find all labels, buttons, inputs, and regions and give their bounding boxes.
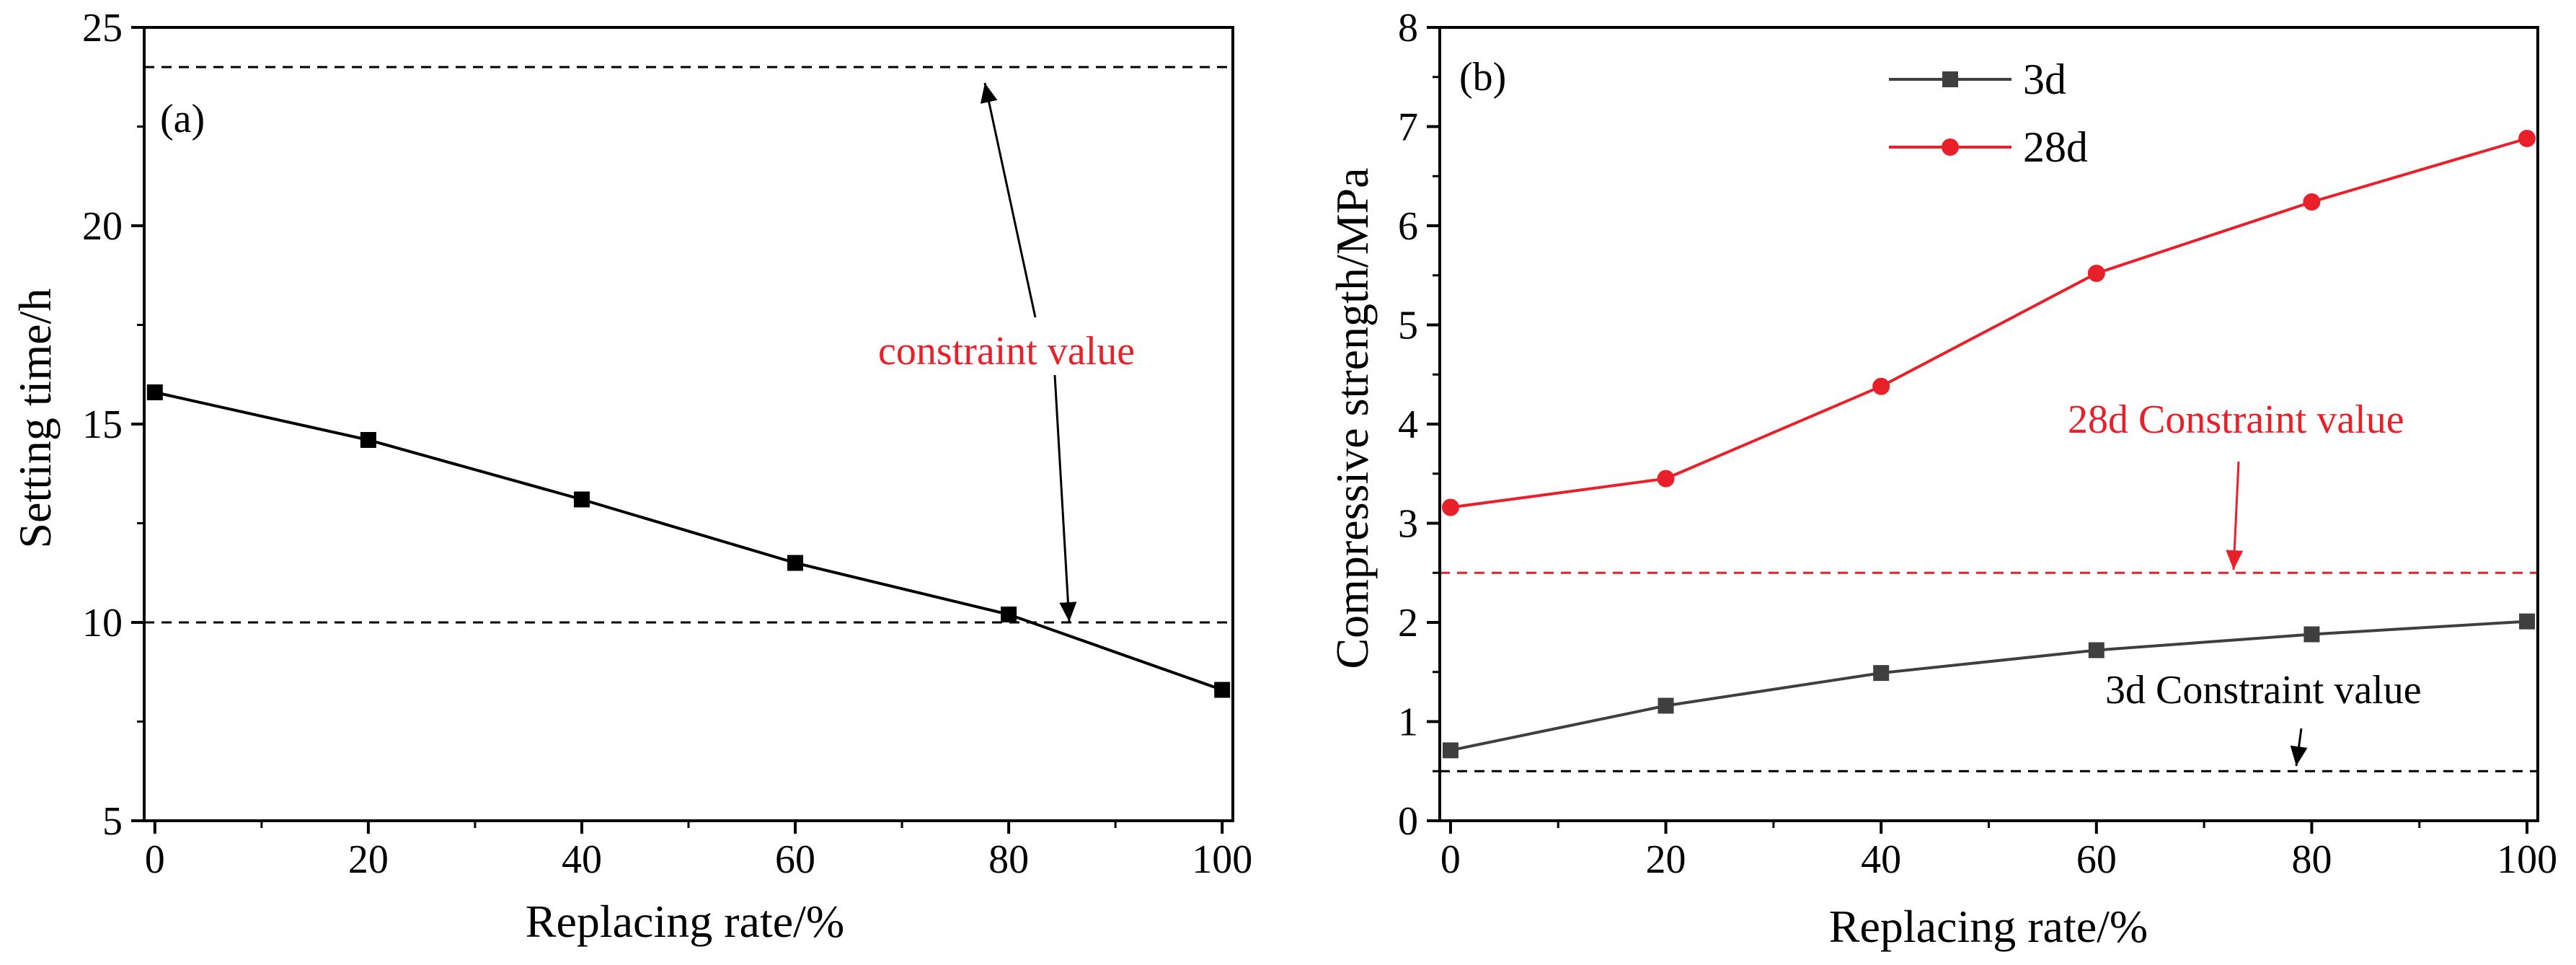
chart-a: 0 20 40 60 80 100 5 10 15 20 25 (a) Replacing rat… — [9, 6, 1252, 947]
data-point-a-0-0 — [146, 384, 163, 400]
y-tick-label-a-15: 15 — [82, 402, 123, 447]
y-tick-label-b-4: 4 — [1398, 402, 1418, 447]
series-line-b-3d — [1450, 620, 2528, 752]
data-point-b-28d-40 — [1872, 377, 1890, 395]
series-line-a-0 — [154, 391, 1223, 692]
legend-label-3d: 3d — [2023, 56, 2066, 103]
chart-b: 0 20 40 60 80 100 0 1 2 3 4 5 6 7 8 (b) Replacing rat… — [1327, 6, 2557, 952]
y-axis-title-a: Setting time/h — [9, 288, 61, 549]
legend-item-28d: 28d — [1889, 123, 2088, 171]
x-axis-title-a: Replacing rate/% — [526, 896, 844, 947]
data-point-b-3d-100 — [2519, 613, 2536, 630]
x-tick-label-b-60: 60 — [2076, 837, 2117, 882]
x-tick-label-a-40: 40 — [562, 837, 602, 882]
y-tick-label-b-3: 3 — [1398, 502, 1418, 547]
y-axis-b: 0 1 2 3 4 5 6 7 8 — [1398, 6, 1440, 844]
data-point-b-28d-0 — [1441, 498, 1459, 516]
data-point-b-3d-60 — [2088, 642, 2104, 658]
legend-marker-3d — [1942, 71, 1958, 87]
x-tick-label-b-40: 40 — [1861, 837, 1901, 882]
annotation-constraint-value: constraint value — [878, 329, 1135, 374]
x-axis-title-b: Replacing rate/% — [1829, 901, 2148, 952]
legend-marker-28d — [1942, 138, 1959, 156]
annotation-arrow-up — [980, 82, 1037, 318]
data-point-a-0-20 — [360, 432, 376, 448]
x-tick-label-b-100: 100 — [2497, 837, 2557, 882]
y-tick-label-a-5: 5 — [102, 799, 123, 844]
y-tick-label-a-10: 10 — [82, 601, 123, 645]
y-tick-label-b-5: 5 — [1398, 304, 1418, 348]
annotation-arrow-3d — [2290, 728, 2308, 767]
data-point-b-3d-20 — [1657, 697, 1674, 714]
legend-label-28d: 28d — [2023, 123, 2088, 171]
data-point-a-0-40 — [573, 491, 590, 508]
x-tick-label-b-20: 20 — [1646, 837, 1686, 882]
panel-label-a: (a) — [160, 97, 205, 141]
data-point-b-28d-60 — [2087, 265, 2105, 282]
legend-item-3d: 3d — [1889, 56, 2066, 103]
y-axis-title-b: Compressive strength/MPa — [1327, 167, 1378, 669]
data-point-a-0-100 — [1214, 682, 1231, 698]
x-tick-label-a-100: 100 — [1192, 837, 1252, 882]
y-tick-label-b-7: 7 — [1398, 105, 1418, 150]
data-point-a-0-60 — [787, 555, 804, 571]
data-point-b-28d-100 — [2518, 130, 2536, 147]
x-axis-a: 0 20 40 60 80 100 — [145, 821, 1252, 882]
data-point-b-28d-80 — [2303, 193, 2321, 211]
annotation-arrow-28d — [2226, 461, 2244, 570]
y-tick-label-a-25: 25 — [82, 6, 123, 50]
x-tick-label-a-80: 80 — [988, 837, 1029, 882]
data-point-b-28d-20 — [1657, 470, 1675, 488]
y-tick-label-b-0: 0 — [1398, 799, 1418, 844]
x-tick-label-b-80: 80 — [2291, 837, 2332, 882]
reference-lines-b — [1440, 571, 2538, 772]
y-tick-label-b-8: 8 — [1398, 6, 1418, 50]
annotation-arrow-down — [1053, 374, 1077, 622]
y-tick-label-b-2: 2 — [1398, 601, 1418, 645]
panel-label-b: (b) — [1459, 55, 1506, 100]
reference-lines-a — [144, 66, 1233, 624]
x-tick-label-a-20: 20 — [348, 837, 389, 882]
legend: 3d 28d — [1889, 56, 2088, 171]
plot-frame-a — [143, 26, 1234, 822]
y-axis-a: 5 10 15 20 25 — [82, 6, 144, 844]
series-line-b-28d — [1450, 137, 2528, 509]
annotation-3d-constraint-value: 3d Constraint value — [2105, 668, 2422, 713]
series-layer-a — [146, 384, 1231, 698]
data-point-b-3d-0 — [1442, 742, 1459, 759]
annotation-28d-constraint-value: 28d Constraint value — [2068, 397, 2404, 442]
y-tick-label-b-1: 1 — [1398, 700, 1418, 745]
x-tick-label-a-0: 0 — [145, 837, 165, 882]
series-layer-b — [1441, 130, 2536, 759]
data-point-b-3d-80 — [2303, 626, 2320, 643]
y-tick-label-b-6: 6 — [1398, 204, 1418, 249]
x-axis-b: 0 20 40 60 80 100 — [1440, 821, 2557, 882]
x-tick-label-b-0: 0 — [1440, 837, 1461, 882]
y-tick-label-a-20: 20 — [82, 204, 123, 249]
data-point-b-3d-40 — [1873, 665, 1890, 682]
data-point-a-0-80 — [1001, 607, 1017, 622]
x-tick-label-a-60: 60 — [775, 837, 815, 882]
